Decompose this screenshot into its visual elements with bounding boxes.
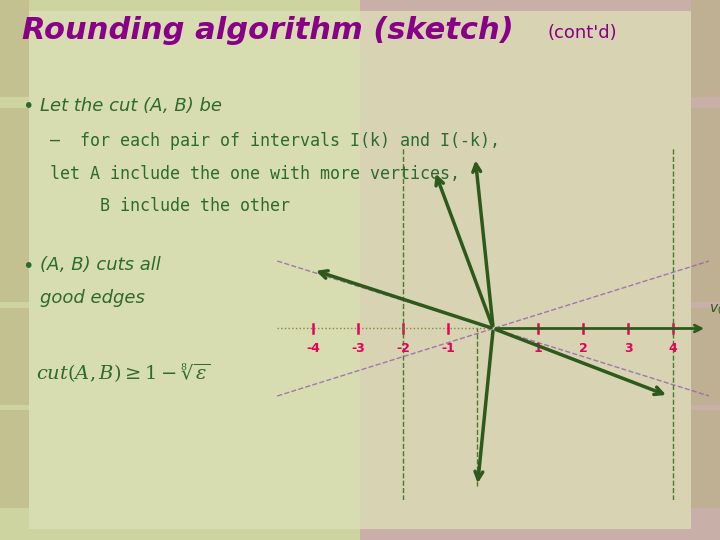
Text: -2: -2	[396, 342, 410, 355]
Text: 3: 3	[624, 342, 632, 355]
Text: $v_0$: $v_0$	[709, 303, 720, 317]
Text: (cont'd): (cont'd)	[547, 24, 617, 42]
Text: •: •	[22, 97, 33, 116]
Text: 1: 1	[534, 342, 543, 355]
Text: B include the other: B include the other	[50, 197, 290, 215]
Text: Rounding algorithm (sketch): Rounding algorithm (sketch)	[22, 16, 513, 45]
Text: (A, B) cuts all: (A, B) cuts all	[40, 256, 161, 274]
Text: good edges: good edges	[40, 289, 145, 307]
Text: -1: -1	[441, 342, 455, 355]
Text: 4: 4	[669, 342, 678, 355]
Text: -4: -4	[306, 342, 320, 355]
Text: Let the cut (A, B) be: Let the cut (A, B) be	[40, 97, 222, 115]
Text: •: •	[22, 256, 33, 275]
Text: -3: -3	[351, 342, 365, 355]
Text: let A include the one with more vertices,: let A include the one with more vertices…	[50, 165, 460, 183]
Text: 2: 2	[579, 342, 588, 355]
Text: $cut(A,B) \geq 1 - \sqrt[8]{\varepsilon}$: $cut(A,B) \geq 1 - \sqrt[8]{\varepsilon}…	[36, 362, 210, 385]
Text: –  for each pair of intervals I(k) and I(-k),: – for each pair of intervals I(k) and I(…	[50, 132, 500, 150]
